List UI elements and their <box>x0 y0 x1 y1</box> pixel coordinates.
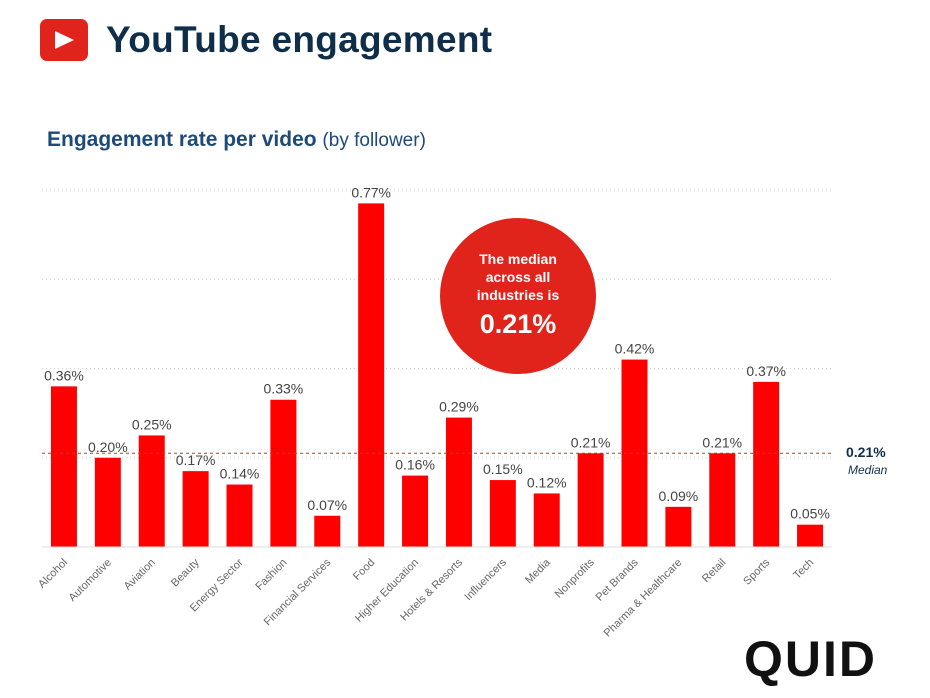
bar <box>709 453 736 547</box>
bar <box>358 203 385 547</box>
bar <box>533 493 560 547</box>
bar <box>753 381 780 547</box>
bar <box>182 471 209 547</box>
bar <box>489 480 516 547</box>
bar <box>94 457 121 547</box>
category-label: Retail <box>700 557 728 585</box>
value-label: 0.21% <box>702 434 742 450</box>
value-label: 0.29% <box>439 399 479 415</box>
median-callout: The median across all industries is 0.21… <box>440 218 596 374</box>
bar <box>797 524 824 547</box>
bar <box>270 399 297 547</box>
bar <box>402 475 429 547</box>
quid-logo: QUID <box>744 631 877 687</box>
value-label: 0.36% <box>44 367 84 383</box>
callout-value: 0.21% <box>479 309 557 339</box>
value-label: 0.42% <box>615 341 655 357</box>
chart-subtitle: Engagement rate per video (by follower) <box>47 128 426 152</box>
value-label: 0.15% <box>483 461 523 477</box>
callout-text: The median across all industries is <box>476 251 560 303</box>
category-label: Beauty <box>169 556 202 589</box>
value-label: 0.16% <box>395 457 435 473</box>
value-label: 0.17% <box>176 452 216 468</box>
value-label: 0.20% <box>88 439 128 455</box>
bar <box>577 453 604 547</box>
category-label: Alcohol <box>36 557 70 591</box>
category-label: Automotive <box>67 557 114 604</box>
value-label: 0.77% <box>351 184 391 200</box>
value-label: 0.05% <box>790 506 830 522</box>
value-label: 0.09% <box>659 488 699 504</box>
bar <box>445 417 472 547</box>
value-label: 0.25% <box>132 416 172 432</box>
category-label: Nonprofits <box>553 556 597 600</box>
subtitle-main: Engagement rate per video <box>47 128 317 151</box>
bar <box>50 386 77 547</box>
category-label: Tech <box>791 557 816 582</box>
youtube-play-icon <box>40 19 88 61</box>
value-label: 0.37% <box>746 363 786 379</box>
median-value-label: 0.21% <box>846 444 886 460</box>
bar <box>665 506 692 547</box>
category-label: Media <box>523 556 553 586</box>
category-label: Food <box>351 557 377 583</box>
value-label: 0.07% <box>307 497 347 513</box>
bar <box>314 515 341 547</box>
subtitle-sub: (by follower) <box>322 130 426 151</box>
value-label: 0.14% <box>220 466 260 482</box>
value-label: 0.33% <box>264 381 304 397</box>
median-label: Median <box>848 463 888 477</box>
value-label: 0.21% <box>571 434 611 450</box>
value-label: 0.12% <box>527 474 567 490</box>
category-label: Aviation <box>122 557 158 593</box>
bar <box>138 435 165 547</box>
category-label: Pharma & Healthcare <box>602 557 685 640</box>
category-label: Pet Brands <box>594 556 641 603</box>
page-title: YouTube engagement <box>106 19 493 60</box>
category-label: Fashion <box>253 557 289 593</box>
header: YouTube engagement <box>40 14 492 66</box>
category-label: Sports <box>741 556 772 587</box>
bar <box>226 484 253 547</box>
category-label: Influencers <box>462 556 509 603</box>
